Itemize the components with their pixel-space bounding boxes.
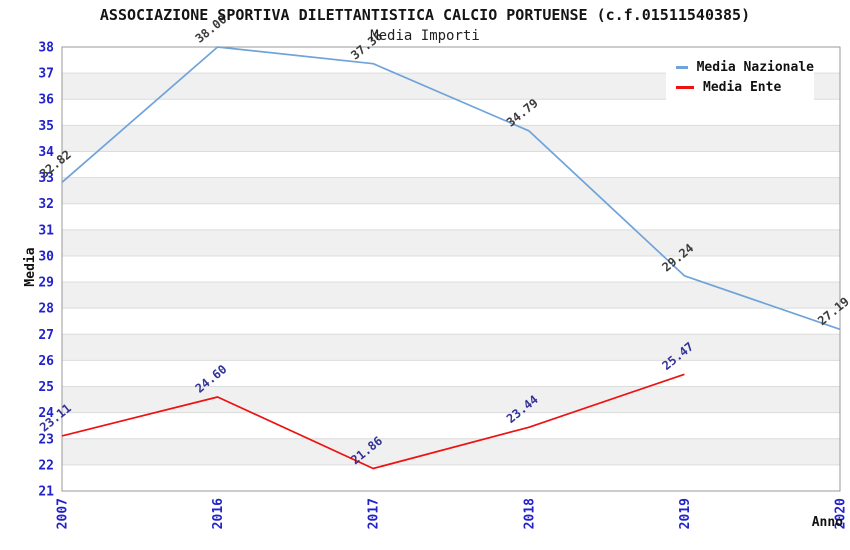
y-tick-label: 21 xyxy=(38,485,54,500)
plot-border xyxy=(61,46,841,492)
legend-label-media-ente: Media Ente xyxy=(703,79,782,95)
media-nazionale-line-swatch xyxy=(676,65,688,69)
plot-band xyxy=(62,125,840,152)
y-tick-label: 29 xyxy=(38,276,54,291)
y-tick-label: 22 xyxy=(38,458,54,473)
y-tick-label: 28 xyxy=(38,302,54,317)
y-tick-label: 37 xyxy=(38,67,54,82)
plot-band xyxy=(62,386,840,413)
plot-band xyxy=(62,177,840,204)
plot-band xyxy=(62,282,840,309)
y-tick-label: 26 xyxy=(38,354,54,369)
y-tick-label: 35 xyxy=(38,119,54,134)
y-tick-label: 30 xyxy=(38,249,54,264)
x-tick-label: 2017 xyxy=(367,498,382,529)
y-tick-label: 27 xyxy=(38,328,54,343)
series-line-media-nazionale xyxy=(61,46,841,331)
y-axis-title: Media xyxy=(23,247,38,287)
series-line-media-ente xyxy=(61,373,685,470)
y-tick-label: 32 xyxy=(38,197,54,212)
chart-subtitle: Media Importi xyxy=(370,28,480,44)
x-tick-label: 2020 xyxy=(834,498,849,529)
plot-band xyxy=(62,334,840,361)
y-tick-label: 36 xyxy=(38,93,54,108)
legend-label-media-nazionale: Media Nazionale xyxy=(696,59,814,75)
y-tick-label: 34 xyxy=(38,145,54,160)
y-tick-label: 24 xyxy=(38,406,54,421)
x-axis-title: Anno xyxy=(811,515,843,530)
x-tick-label: 2007 xyxy=(56,498,71,529)
x-tick-label: 2018 xyxy=(522,498,537,529)
plot-band xyxy=(62,438,840,465)
legend-item-media-nazionale: Media Nazionale xyxy=(676,60,814,75)
y-tick-label: 25 xyxy=(38,380,54,395)
y-tick-label: 23 xyxy=(38,432,54,447)
chart-title: ASSOCIAZIONE SPORTIVA DILETTANTISTICA CA… xyxy=(99,6,751,24)
y-tick-label: 31 xyxy=(38,223,54,238)
legend-item-media-ente: Media Ente xyxy=(676,80,814,95)
plot-band xyxy=(62,229,840,256)
y-tick-label: 38 xyxy=(38,41,54,56)
x-tick-label: 2016 xyxy=(211,498,226,529)
y-tick-label: 33 xyxy=(38,171,54,186)
media-ente-line-swatch xyxy=(676,85,694,89)
data-point-label: 34.79 xyxy=(504,96,541,130)
x-tick-label: 2019 xyxy=(678,498,693,529)
legend: Media Nazionale Media Ente xyxy=(666,52,814,102)
